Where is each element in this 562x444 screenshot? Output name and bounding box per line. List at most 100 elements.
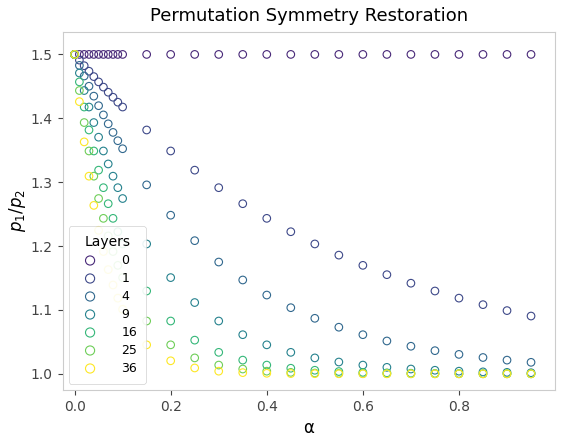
25 xyxy=(310,369,319,377)
0 xyxy=(114,51,123,58)
25 xyxy=(89,173,98,180)
1 xyxy=(382,271,391,278)
16 xyxy=(382,369,391,377)
25 xyxy=(334,370,343,377)
16 xyxy=(80,103,89,111)
9 xyxy=(406,365,415,373)
36 xyxy=(286,370,295,377)
1 xyxy=(478,301,487,308)
25 xyxy=(262,368,271,375)
1 xyxy=(89,73,98,80)
36 xyxy=(166,357,175,365)
36 xyxy=(310,370,319,377)
16 xyxy=(94,166,103,174)
16 xyxy=(406,370,415,377)
Legend: 0, 1, 4, 9, 16, 25, 36: 0, 1, 4, 9, 16, 25, 36 xyxy=(69,226,146,384)
0 xyxy=(334,51,343,58)
4 xyxy=(99,111,108,119)
36 xyxy=(94,227,103,234)
4 xyxy=(70,51,79,58)
0 xyxy=(502,51,511,58)
16 xyxy=(89,147,98,155)
1 xyxy=(455,294,464,301)
0 xyxy=(382,51,391,58)
0 xyxy=(104,51,113,58)
1 xyxy=(114,99,123,106)
16 xyxy=(455,370,464,377)
36 xyxy=(190,365,199,372)
36 xyxy=(262,370,271,377)
4 xyxy=(262,292,271,299)
25 xyxy=(114,262,123,269)
4 xyxy=(94,102,103,109)
0 xyxy=(286,51,295,58)
1 xyxy=(104,89,113,96)
4 xyxy=(118,145,127,152)
9 xyxy=(478,369,487,376)
25 xyxy=(214,361,223,369)
16 xyxy=(70,51,79,58)
25 xyxy=(455,370,464,377)
9 xyxy=(214,317,223,325)
25 xyxy=(142,317,151,325)
4 xyxy=(334,324,343,331)
25 xyxy=(527,370,536,377)
25 xyxy=(406,370,415,377)
1 xyxy=(286,228,295,235)
X-axis label: α: α xyxy=(303,419,314,437)
9 xyxy=(75,69,84,76)
1 xyxy=(108,94,117,101)
16 xyxy=(108,215,117,222)
9 xyxy=(166,274,175,281)
1 xyxy=(75,56,84,63)
0 xyxy=(94,51,103,58)
1 xyxy=(214,184,223,191)
25 xyxy=(502,370,511,377)
0 xyxy=(142,51,151,58)
9 xyxy=(108,173,117,180)
4 xyxy=(75,62,84,69)
36 xyxy=(502,370,511,377)
1 xyxy=(430,287,439,294)
16 xyxy=(238,357,247,364)
16 xyxy=(310,367,319,374)
0 xyxy=(310,51,319,58)
1 xyxy=(262,215,271,222)
0 xyxy=(89,51,98,58)
0 xyxy=(478,51,487,58)
9 xyxy=(94,134,103,141)
0 xyxy=(430,51,439,58)
0 xyxy=(84,51,93,58)
36 xyxy=(84,173,93,180)
9 xyxy=(262,341,271,349)
9 xyxy=(455,368,464,375)
0 xyxy=(238,51,247,58)
9 xyxy=(286,349,295,356)
9 xyxy=(80,87,89,94)
9 xyxy=(527,369,536,377)
36 xyxy=(75,98,84,105)
25 xyxy=(286,369,295,376)
25 xyxy=(166,341,175,349)
36 xyxy=(80,139,89,146)
16 xyxy=(502,370,511,377)
9 xyxy=(382,364,391,371)
25 xyxy=(190,354,199,361)
36 xyxy=(114,294,123,301)
25 xyxy=(94,195,103,202)
0 xyxy=(262,51,271,58)
1 xyxy=(118,103,127,111)
4 xyxy=(502,357,511,364)
9 xyxy=(104,160,113,167)
16 xyxy=(359,369,368,376)
16 xyxy=(84,127,93,134)
0 xyxy=(70,51,79,58)
1 xyxy=(310,240,319,247)
16 xyxy=(118,240,127,247)
16 xyxy=(114,228,123,235)
9 xyxy=(89,119,98,126)
9 xyxy=(114,184,123,191)
1 xyxy=(166,147,175,155)
4 xyxy=(104,120,113,127)
9 xyxy=(430,367,439,374)
